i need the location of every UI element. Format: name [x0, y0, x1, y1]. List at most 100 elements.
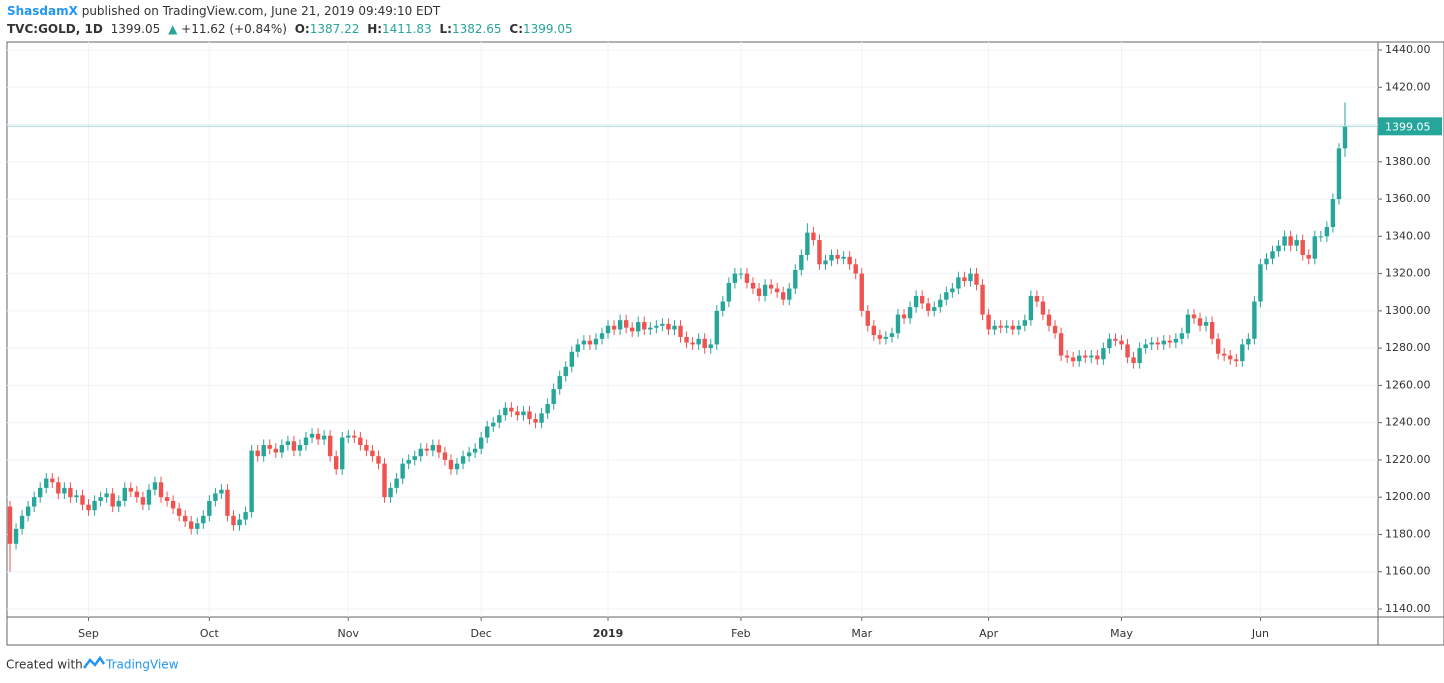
- last-price: 1399.05: [110, 22, 161, 36]
- candle-body: [207, 500, 212, 516]
- candle-body: [515, 411, 520, 416]
- candle-body: [1064, 355, 1070, 358]
- candle-body: [762, 284, 768, 296]
- candle-body: [938, 299, 943, 308]
- brand[interactable]: TradingView: [105, 658, 179, 672]
- candle-body: [901, 314, 907, 319]
- candle-body: [575, 344, 581, 352]
- candle-body: [877, 335, 883, 339]
- candle-body: [998, 325, 1003, 328]
- candle-body: [406, 459, 411, 464]
- candle-body: [853, 264, 858, 274]
- candle-body: [1161, 340, 1166, 345]
- candle-body: [1179, 333, 1185, 339]
- candle-body: [303, 437, 309, 446]
- candle-body: [128, 487, 134, 492]
- candle-body: [1246, 338, 1251, 345]
- candle-body: [1070, 357, 1076, 362]
- candle-body: [1191, 314, 1197, 319]
- low-value: 1382.65: [451, 22, 502, 36]
- candle-body: [13, 528, 19, 544]
- axes: 1140.00 1160.00 1180.00 1200.00 1220.00 1240.…: [78, 43, 1442, 640]
- candle-body: [919, 295, 925, 304]
- x-tick-label: Apr: [979, 627, 999, 640]
- candle-body: [1083, 355, 1088, 358]
- low-label: L:: [439, 22, 452, 36]
- candle-body: [503, 407, 508, 416]
- candle-body: [110, 493, 115, 507]
- candle-body: [1107, 338, 1112, 349]
- candle-body: [1342, 126, 1348, 149]
- candle-body: [1221, 353, 1227, 356]
- candle-body: [1149, 342, 1154, 345]
- y-tick-label: 1160.00: [1385, 565, 1431, 578]
- publisher[interactable]: ShasdamX: [7, 4, 78, 18]
- candle-body: [285, 441, 291, 446]
- candle-body: [805, 232, 810, 255]
- candle-body: [605, 325, 611, 334]
- y-tick-label: 1360.00: [1385, 192, 1431, 205]
- candle-body: [799, 254, 804, 270]
- candle-body: [1312, 236, 1317, 259]
- brand-logo[interactable]: [83, 655, 106, 669]
- candle-body: [1119, 340, 1124, 345]
- candle-body: [756, 288, 762, 296]
- candle-body: [1040, 301, 1046, 315]
- candle-body: [774, 288, 780, 293]
- candle-body: [478, 437, 484, 449]
- candle-body: [1016, 325, 1022, 330]
- last-price-tag: [1378, 117, 1442, 136]
- candle-body: [436, 445, 442, 453]
- candle-body: [104, 493, 109, 498]
- candle-body: [835, 254, 840, 259]
- y-tick-label: 1180.00: [1385, 527, 1431, 540]
- candle-body: [521, 411, 526, 416]
- candle-body: [68, 487, 73, 498]
- candle-body: [261, 445, 266, 457]
- candle-body: [279, 445, 285, 453]
- candle-body: [968, 273, 973, 282]
- candle-body: [25, 506, 31, 516]
- candle-body: [291, 441, 297, 451]
- x-tick-label: Nov: [338, 627, 360, 640]
- candle-body: [726, 282, 732, 302]
- x-tick-label: Sep: [78, 627, 99, 640]
- candle-body: [913, 295, 919, 308]
- candle-body: [1264, 258, 1269, 265]
- y-tick-label: 1240.00: [1385, 416, 1431, 429]
- candle-body: [787, 288, 792, 300]
- candle-body: [1282, 236, 1287, 246]
- candle-body: [62, 487, 67, 494]
- candle-body: [134, 491, 140, 498]
- y-tick-label: 1140.00: [1385, 602, 1431, 615]
- candle-body: [702, 338, 707, 349]
- candle-body: [1215, 338, 1221, 354]
- x-tick-label: Feb: [731, 627, 750, 640]
- candle-body: [1155, 342, 1160, 345]
- candle-body: [80, 495, 85, 505]
- candle-body: [654, 325, 659, 328]
- candle-body: [195, 523, 200, 529]
- candle-body: [865, 310, 870, 326]
- candle-body: [1324, 227, 1330, 237]
- candle-body: [352, 435, 357, 438]
- candle-body: [895, 314, 901, 334]
- candle-body: [140, 497, 146, 505]
- candle-body: [219, 489, 224, 494]
- candle-body: [545, 404, 550, 414]
- candle-body: [1058, 333, 1064, 356]
- x-tick-label: Oct: [200, 627, 220, 640]
- candle-body: [400, 463, 405, 479]
- candle-body: [86, 504, 91, 511]
- candle-body: [593, 338, 599, 345]
- candle-body: [225, 489, 230, 516]
- candle-body: [122, 487, 127, 501]
- candle-body: [321, 435, 327, 440]
- publish-line: ShasdamX published on TradingView.com, J…: [7, 4, 444, 18]
- candle-body: [1330, 199, 1336, 228]
- candle-body: [1052, 325, 1058, 334]
- candle-body: [491, 422, 496, 427]
- candle-body: [950, 288, 955, 293]
- candle-body: [980, 284, 985, 315]
- candle-body: [454, 463, 460, 470]
